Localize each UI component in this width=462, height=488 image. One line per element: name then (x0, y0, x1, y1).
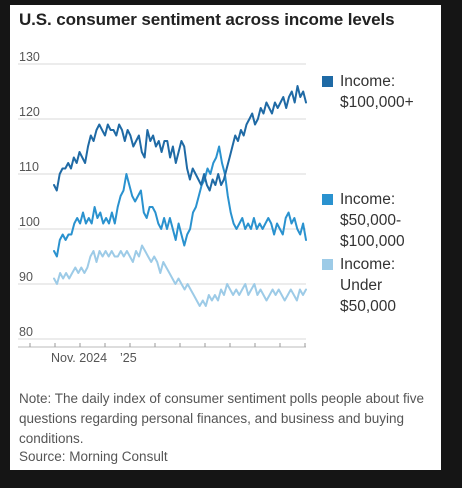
legend-label-0: $100,000+ (340, 94, 414, 111)
y-tick-label: 120 (19, 105, 40, 119)
series-line-2 (53, 244, 307, 307)
legend-label-2: Income: (340, 256, 395, 273)
legend-label-1: $100,000 (340, 233, 405, 250)
y-tick-label: 90 (19, 270, 33, 284)
legend-label-1: $50,000- (340, 212, 401, 229)
y-tick-label: 110 (19, 160, 39, 174)
legend-swatch-2 (322, 259, 333, 270)
legend-label-2: $50,000 (340, 298, 396, 315)
legend-label-2: Under (340, 277, 382, 294)
x-tick-label: Nov. 2024 (51, 351, 107, 365)
x-tick-label: ’25 (120, 351, 137, 365)
chart-title: U.S. consumer sentiment across income le… (19, 10, 395, 29)
legend-swatch-0 (322, 76, 333, 87)
y-tick-label: 100 (19, 215, 40, 229)
legend-swatch-1 (322, 194, 333, 205)
chart-note: Note: The daily index of consumer sentim… (19, 391, 424, 446)
y-tick-label: 80 (19, 325, 33, 339)
chart-source: Source: Morning Consult (19, 449, 168, 464)
legend-label-1: Income: (340, 191, 395, 208)
chart-card: U.S. consumer sentiment across income le… (10, 5, 441, 470)
series-line-0 (53, 85, 307, 192)
legend-label-0: Income: (340, 73, 395, 90)
series-line-1 (53, 145, 307, 258)
y-tick-label: 130 (19, 50, 40, 64)
line-chart: 80 90 100 110 120 130 Nov. 2024 ’25 Income: $10… (18, 50, 414, 365)
